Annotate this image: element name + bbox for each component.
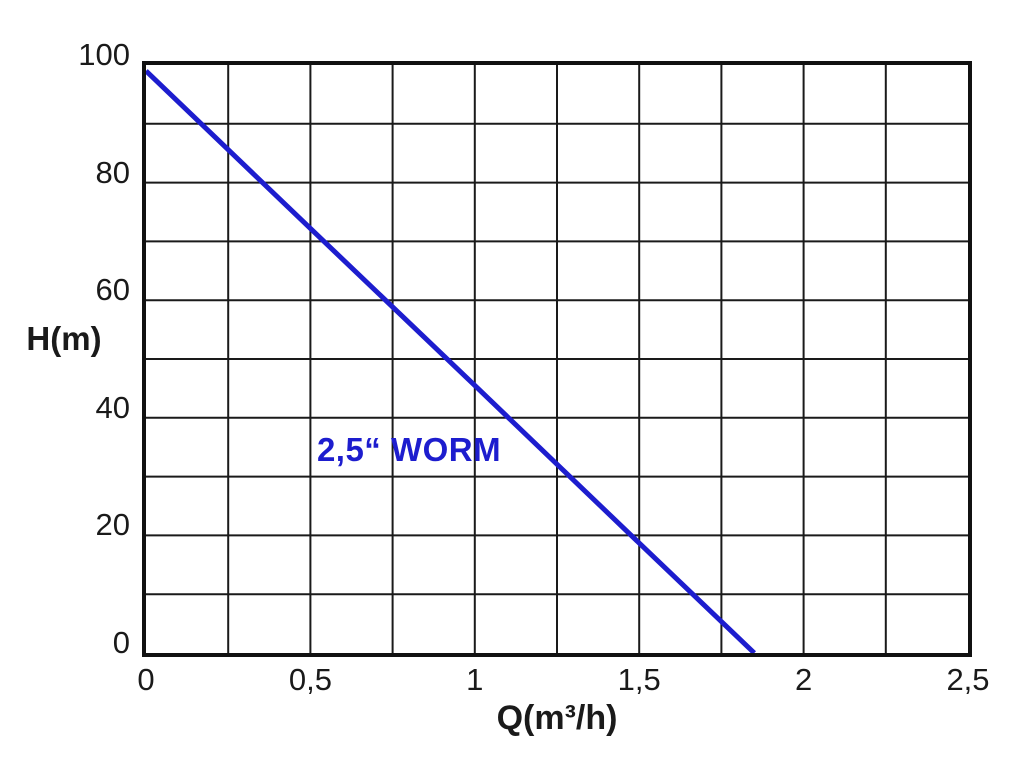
x-axis-title: Q(m³/h) <box>496 699 618 737</box>
plot-area: 2,5“ WORM <box>142 61 972 657</box>
y-tick-label: 40 <box>95 389 130 425</box>
y-tick-label: 0 <box>112 625 130 660</box>
pump-curve <box>146 69 757 653</box>
x-tick-label: 2,5 <box>946 662 990 697</box>
y-tick-label: 80 <box>95 154 130 190</box>
x-tick-label: 0 <box>137 662 155 697</box>
x-tick-label: 1 <box>466 662 484 697</box>
x-tick-label: 1,5 <box>617 662 661 697</box>
y-axis-title: H(m) <box>26 320 102 357</box>
y-tick-label: 100 <box>78 37 130 72</box>
grid-and-curve-svg <box>146 65 968 653</box>
y-tick-label: 60 <box>95 272 130 308</box>
x-tick-label: 0,5 <box>288 662 332 697</box>
y-tick-label: 20 <box>95 507 130 543</box>
curve-label: 2,5“ WORM <box>316 431 502 469</box>
x-tick-label: 2 <box>794 662 813 697</box>
